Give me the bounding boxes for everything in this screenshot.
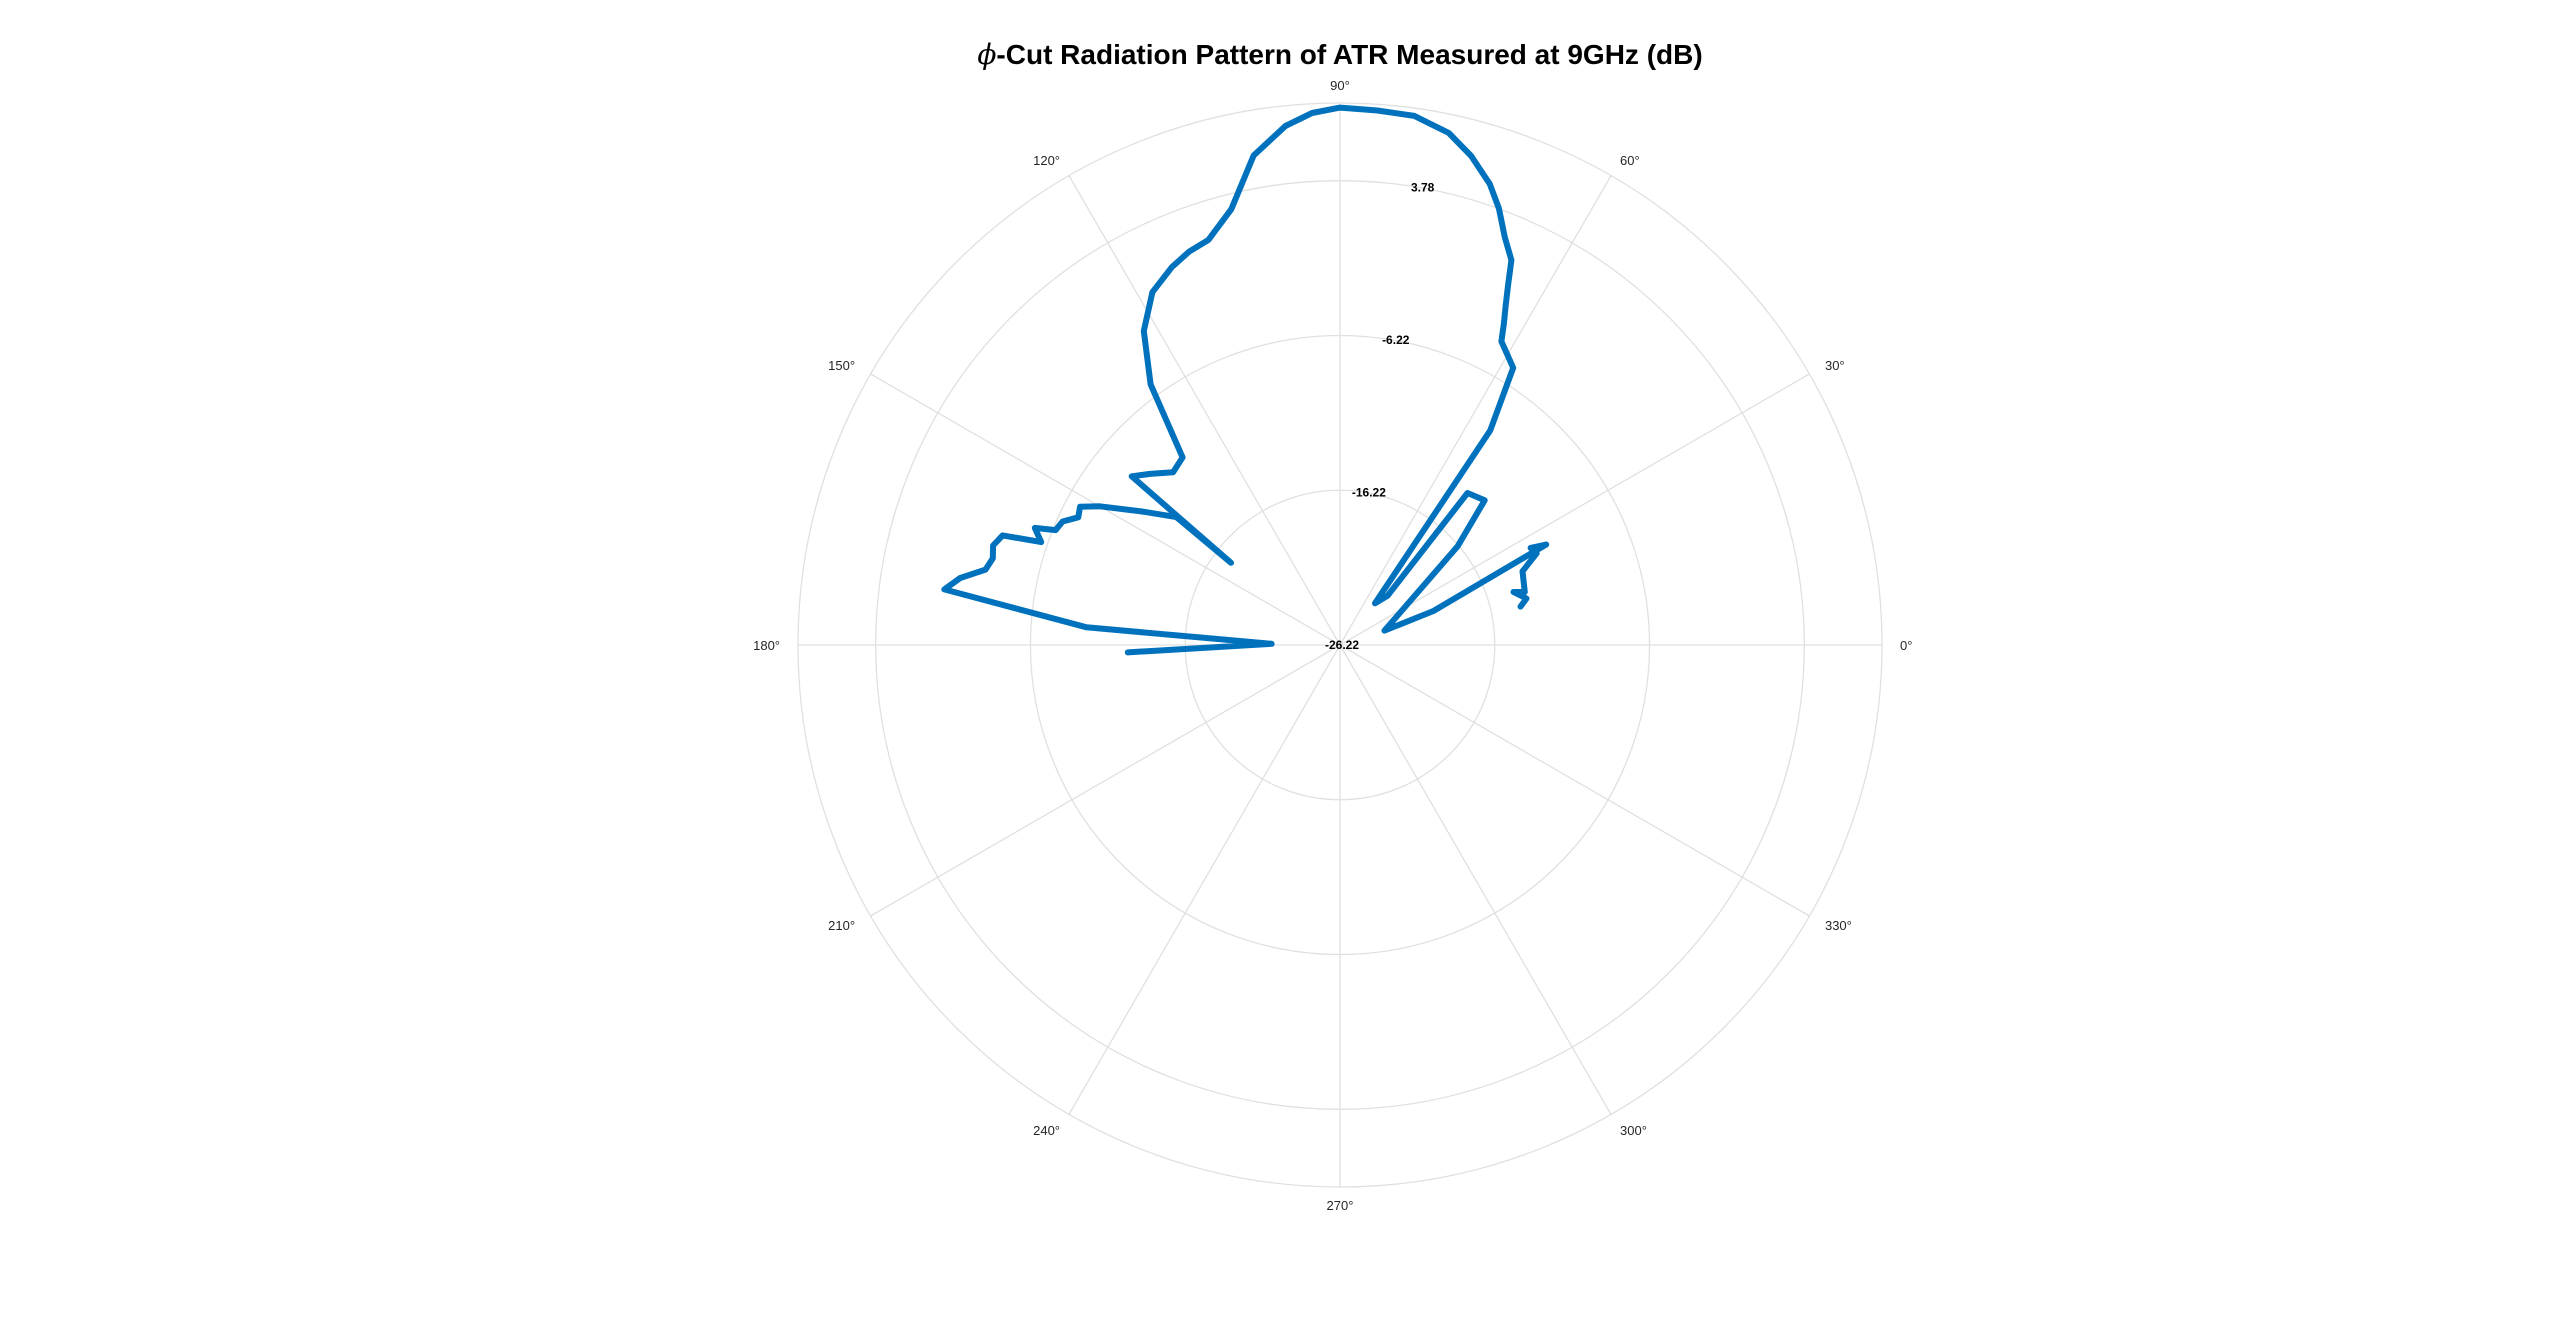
angle-tick-label-6: 180° [753,638,780,653]
radius-tick-labels: -26.22 -16.22 -6.22 3.78 [1325,181,1435,652]
angle-tick-label-8: 240° [1033,1123,1060,1138]
angular-grid [798,103,1882,1187]
grid-spoke-8 [1068,644,1341,1115]
radius-tick-label-1: -16.22 [1352,486,1386,500]
radius-tick-label-2: -6.22 [1382,333,1410,347]
grid-spoke-7 [870,644,1341,917]
series-layer [941,104,1550,656]
series-line-0 [941,104,1550,656]
grid-spoke-4 [1068,175,1341,646]
angle-tick-label-2: 60° [1620,153,1640,168]
radius-tick-label-0: -26.22 [1325,638,1359,652]
grid-spoke-10 [1339,644,1612,1115]
angle-tick-label-0: 0° [1900,638,1912,653]
angle-tick-label-4: 120° [1033,153,1060,168]
angle-tick-labels: 0° 30° 60° 90° 120° 150° 180° 210° 240° 270° 300° 3… [753,78,1912,1213]
angle-tick-label-11: 330° [1825,918,1852,933]
angle-tick-label-5: 150° [828,358,855,373]
grid-spoke-11 [1339,644,1810,917]
chart-title-text: -Cut Radiation Pattern of ATR Measured a… [996,39,1703,70]
chart-title-symbol: ϕ [977,38,997,71]
angle-tick-label-9: 270° [1327,1198,1354,1213]
grid-spoke-2 [1339,175,1612,646]
chart-title: ϕ-Cut Radiation Pattern of ATR Measured … [0,38,2560,71]
angle-tick-label-10: 300° [1620,1123,1647,1138]
angle-tick-label-7: 210° [828,918,855,933]
grid-spoke-1 [1339,373,1810,646]
angle-tick-label-1: 30° [1825,358,1845,373]
angle-tick-label-3: 90° [1330,78,1350,93]
radius-tick-label-3: 3.78 [1411,181,1435,195]
